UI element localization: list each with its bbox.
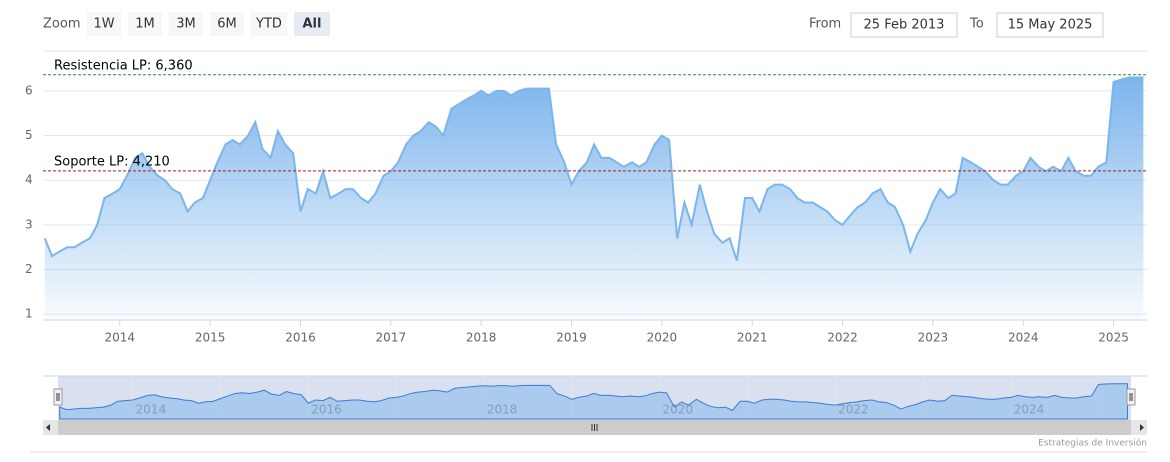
x-tick-label: 2021 — [737, 331, 768, 345]
range-button-label[interactable]: 6M — [217, 17, 237, 32]
x-tick-label: 2014 — [105, 331, 136, 345]
y-tick-label: 4 — [25, 173, 33, 187]
range-button[interactable] — [210, 12, 244, 36]
plot-line-label: Soporte LP: 4,210 — [54, 154, 170, 169]
range-button[interactable] — [87, 12, 121, 36]
credit: Estrategias de Inversión — [1038, 438, 1147, 449]
x-tick-label: 2017 — [376, 331, 407, 345]
range-button-label[interactable]: 1W — [93, 17, 114, 32]
range-button-label[interactable]: 3M — [176, 17, 196, 32]
from-input-box[interactable] — [850, 12, 958, 38]
y-tick-label: 6 — [25, 83, 33, 97]
area-fill — [44, 77, 1144, 321]
from-label: From — [809, 17, 841, 32]
navigator-handle-grip — [1129, 393, 1133, 401]
plot-line-label: Resistencia LP: 6,360 — [54, 58, 193, 73]
range-button[interactable] — [294, 12, 330, 36]
range-button-label[interactable]: All — [303, 17, 322, 32]
range-button[interactable] — [251, 12, 287, 36]
y-tick-label: 2 — [25, 262, 33, 276]
to-label: To — [969, 17, 984, 32]
x-tick-label: 2016 — [285, 331, 316, 345]
range-button-label[interactable]: YTD — [255, 17, 282, 32]
range-button[interactable] — [169, 12, 203, 36]
x-tick-label: 2015 — [195, 331, 226, 345]
x-tick-label: 2023 — [918, 331, 949, 345]
range-button[interactable] — [128, 12, 162, 36]
to-input[interactable]: 15 May 2025 — [1008, 18, 1093, 33]
line — [43, 76, 1144, 261]
x-tick-label: 2020 — [647, 331, 678, 345]
y-tick-label: 5 — [25, 128, 33, 142]
x-tick-label: 2022 — [827, 331, 858, 345]
navigator-handle[interactable] — [1126, 388, 1136, 406]
range-buttons: 1W 1M 3M 6M YTD All — [87, 12, 330, 36]
range-button-label[interactable]: 1M — [135, 17, 155, 32]
scrollbar-grip — [591, 424, 598, 431]
navigator-area — [59, 383, 1128, 420]
x-tick-label: 2019 — [556, 331, 587, 345]
from-input[interactable]: 25 Feb 2013 — [864, 18, 945, 33]
to-input-box[interactable] — [996, 12, 1104, 38]
y-tick-label: 3 — [25, 217, 33, 231]
x-tick-label: 2025 — [1098, 331, 1129, 345]
y-tick-label: 1 — [25, 307, 33, 321]
x-tick-label: 2024 — [1008, 331, 1039, 345]
zoom-label: Zoom — [43, 17, 80, 32]
x-tick-label: 2018 — [466, 331, 497, 345]
navigator-handle[interactable] — [53, 388, 63, 406]
navigator-handle-grip — [56, 393, 60, 401]
